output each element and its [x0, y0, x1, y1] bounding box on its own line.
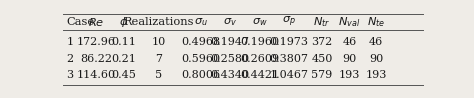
Text: 90: 90 [342, 54, 356, 64]
Text: 7: 7 [155, 54, 162, 64]
Text: 0.45: 0.45 [111, 70, 136, 80]
Text: $N_{tr}$: $N_{tr}$ [313, 15, 330, 29]
Text: $\sigma_w$: $\sigma_w$ [252, 16, 267, 28]
Text: 193: 193 [365, 70, 387, 80]
Text: 90: 90 [369, 54, 383, 64]
Text: 3: 3 [66, 70, 74, 80]
Text: 372: 372 [311, 37, 333, 47]
Text: 114.60: 114.60 [76, 70, 116, 80]
Text: 0.11: 0.11 [111, 37, 136, 47]
Text: 579: 579 [311, 70, 333, 80]
Text: 86.22: 86.22 [80, 54, 112, 64]
Text: 0.4968: 0.4968 [181, 37, 220, 47]
Text: 0.8006: 0.8006 [181, 70, 220, 80]
Text: 0.3807: 0.3807 [269, 54, 309, 64]
Text: Case: Case [66, 17, 95, 27]
Text: 1.0467: 1.0467 [269, 70, 309, 80]
Text: 193: 193 [339, 70, 360, 80]
Text: $\sigma_v$: $\sigma_v$ [223, 16, 237, 28]
Text: 46: 46 [369, 37, 383, 47]
Text: $\sigma_p$: $\sigma_p$ [282, 15, 296, 29]
Text: 0.5960: 0.5960 [181, 54, 220, 64]
Text: Realizations: Realizations [123, 17, 194, 27]
Text: 0.4340: 0.4340 [210, 70, 250, 80]
Text: 46: 46 [342, 37, 356, 47]
Text: 172.96: 172.96 [76, 37, 116, 47]
Text: 2: 2 [66, 54, 74, 64]
Text: $N_{te}$: $N_{te}$ [367, 15, 385, 29]
Text: 0.1960: 0.1960 [240, 37, 279, 47]
Text: 0.1947: 0.1947 [210, 37, 250, 47]
Text: 0.2580: 0.2580 [210, 54, 250, 64]
Text: 0.4421: 0.4421 [240, 70, 279, 80]
Text: 0.21: 0.21 [111, 54, 136, 64]
Text: 450: 450 [311, 54, 333, 64]
Text: $N_{val}$: $N_{val}$ [338, 15, 361, 29]
Text: 0.1973: 0.1973 [269, 37, 309, 47]
Text: 1: 1 [66, 37, 74, 47]
Text: $\phi$: $\phi$ [119, 15, 128, 29]
Text: $\sigma_u$: $\sigma_u$ [194, 16, 208, 28]
Text: $Re$: $Re$ [88, 16, 104, 28]
Text: 10: 10 [151, 37, 165, 47]
Text: 5: 5 [155, 70, 162, 80]
Text: 0.2609: 0.2609 [240, 54, 279, 64]
